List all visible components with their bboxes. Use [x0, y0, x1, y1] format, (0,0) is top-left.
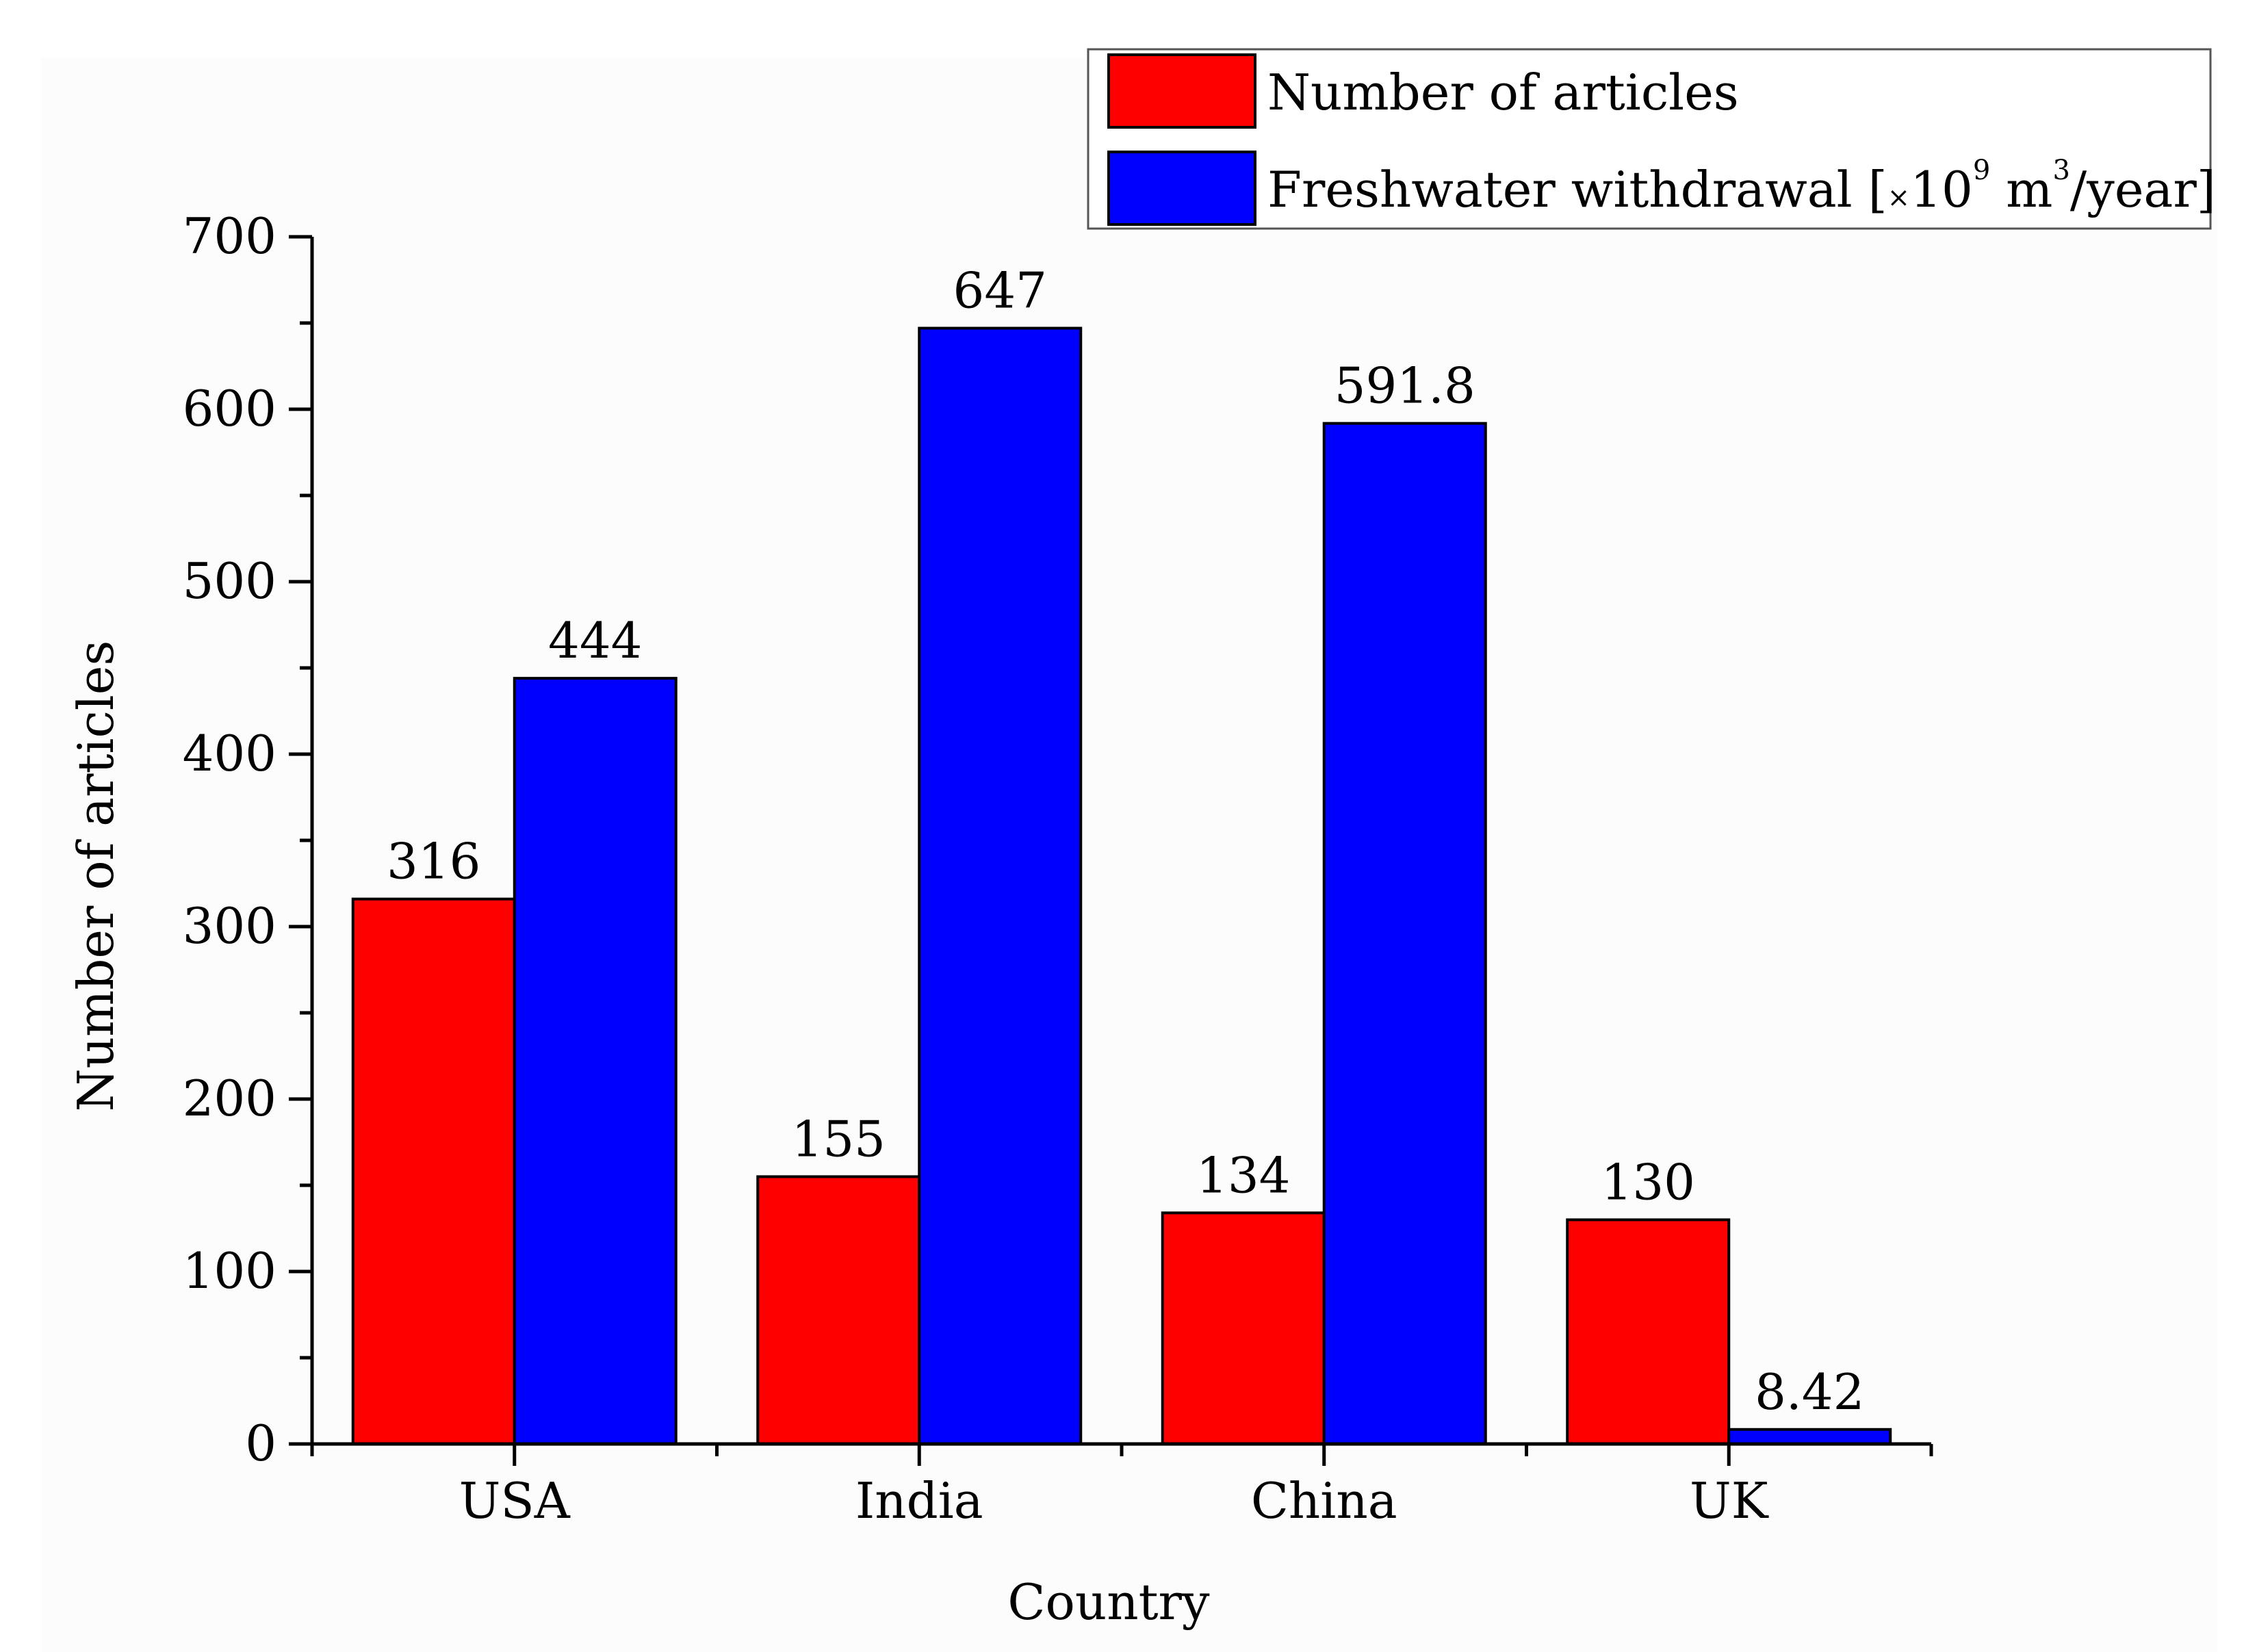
y-tick-label: 500: [183, 552, 276, 610]
x-tick-label-china: China: [1251, 1472, 1397, 1530]
legend-freshwater-main-text: Freshwater withdrawal [: [1267, 161, 1887, 218]
bar-articles-india: [756, 1175, 921, 1446]
y-axis-title: Number of articles: [67, 641, 125, 1112]
data-label-articles-china: 134: [1196, 1146, 1290, 1204]
x-tick-label-india: India: [855, 1472, 983, 1530]
bar-labels-group: 316 444 155 647 134 591.8 130 8.42: [387, 262, 1864, 1421]
legend-swatch-number-of-articles: [1107, 53, 1256, 129]
y-ticks-group: [289, 235, 312, 1446]
legend-freshwater-m: m: [1990, 161, 2052, 218]
legend-freshwater-times-sign: ×: [1887, 182, 1911, 214]
x-tick-labels-group: USA India China UK: [459, 1472, 1769, 1530]
legend: Number of articles Freshwater withdrawal…: [1087, 48, 2216, 230]
bar-articles-uk: [1566, 1218, 1731, 1446]
bar-articles-china: [1161, 1211, 1326, 1445]
bars-group: [351, 326, 1892, 1446]
data-label-freshwater-china: 591.8: [1334, 357, 1475, 415]
x-axis-title: Country: [1007, 1573, 1210, 1631]
legend-swatch-freshwater-withdrawal: [1107, 151, 1256, 226]
x-ticks-group: [310, 1444, 1933, 1466]
legend-freshwater-exponent-3: 3: [2052, 155, 2069, 186]
y-tick-label: 0: [245, 1415, 276, 1472]
legend-box: [1087, 48, 2212, 230]
data-label-articles-uk: 130: [1601, 1153, 1695, 1211]
legend-freshwater-unit-end: /year]: [2070, 161, 2216, 218]
x-tick-label-uk: UK: [1690, 1472, 1769, 1530]
data-label-freshwater-uk: 8.42: [1755, 1363, 1864, 1421]
y-tick-label: 400: [183, 725, 276, 782]
y-tick-label: 600: [183, 380, 276, 437]
data-label-articles-india: 155: [792, 1110, 886, 1167]
legend-freshwater-exponent-9: 9: [1973, 155, 1990, 186]
bar-freshwater-usa: [513, 677, 678, 1445]
bar-freshwater-india: [918, 326, 1083, 1445]
data-label-articles-usa: 316: [387, 833, 480, 890]
legend-label-freshwater-withdrawal: Freshwater withdrawal [×109 m3/year]: [1267, 155, 2216, 218]
y-tick-label: 200: [183, 1070, 276, 1127]
x-tick-label-usa: USA: [459, 1472, 571, 1530]
y-tick-label: 700: [183, 207, 276, 265]
bar-freshwater-china: [1322, 422, 1487, 1446]
data-label-freshwater-india: 647: [953, 262, 1047, 320]
bar-freshwater-uk: [1727, 1428, 1892, 1445]
y-tick-labels-group: 0 100 200 300 400 500 600 700: [183, 207, 276, 1472]
y-tick-label: 100: [183, 1242, 276, 1300]
legend-label-number-of-articles: Number of articles: [1267, 64, 1739, 121]
legend-freshwater-ten: 10: [1910, 161, 1973, 218]
bar-articles-usa: [351, 897, 516, 1446]
y-tick-label: 300: [183, 897, 276, 955]
data-label-freshwater-usa: 444: [548, 612, 642, 669]
